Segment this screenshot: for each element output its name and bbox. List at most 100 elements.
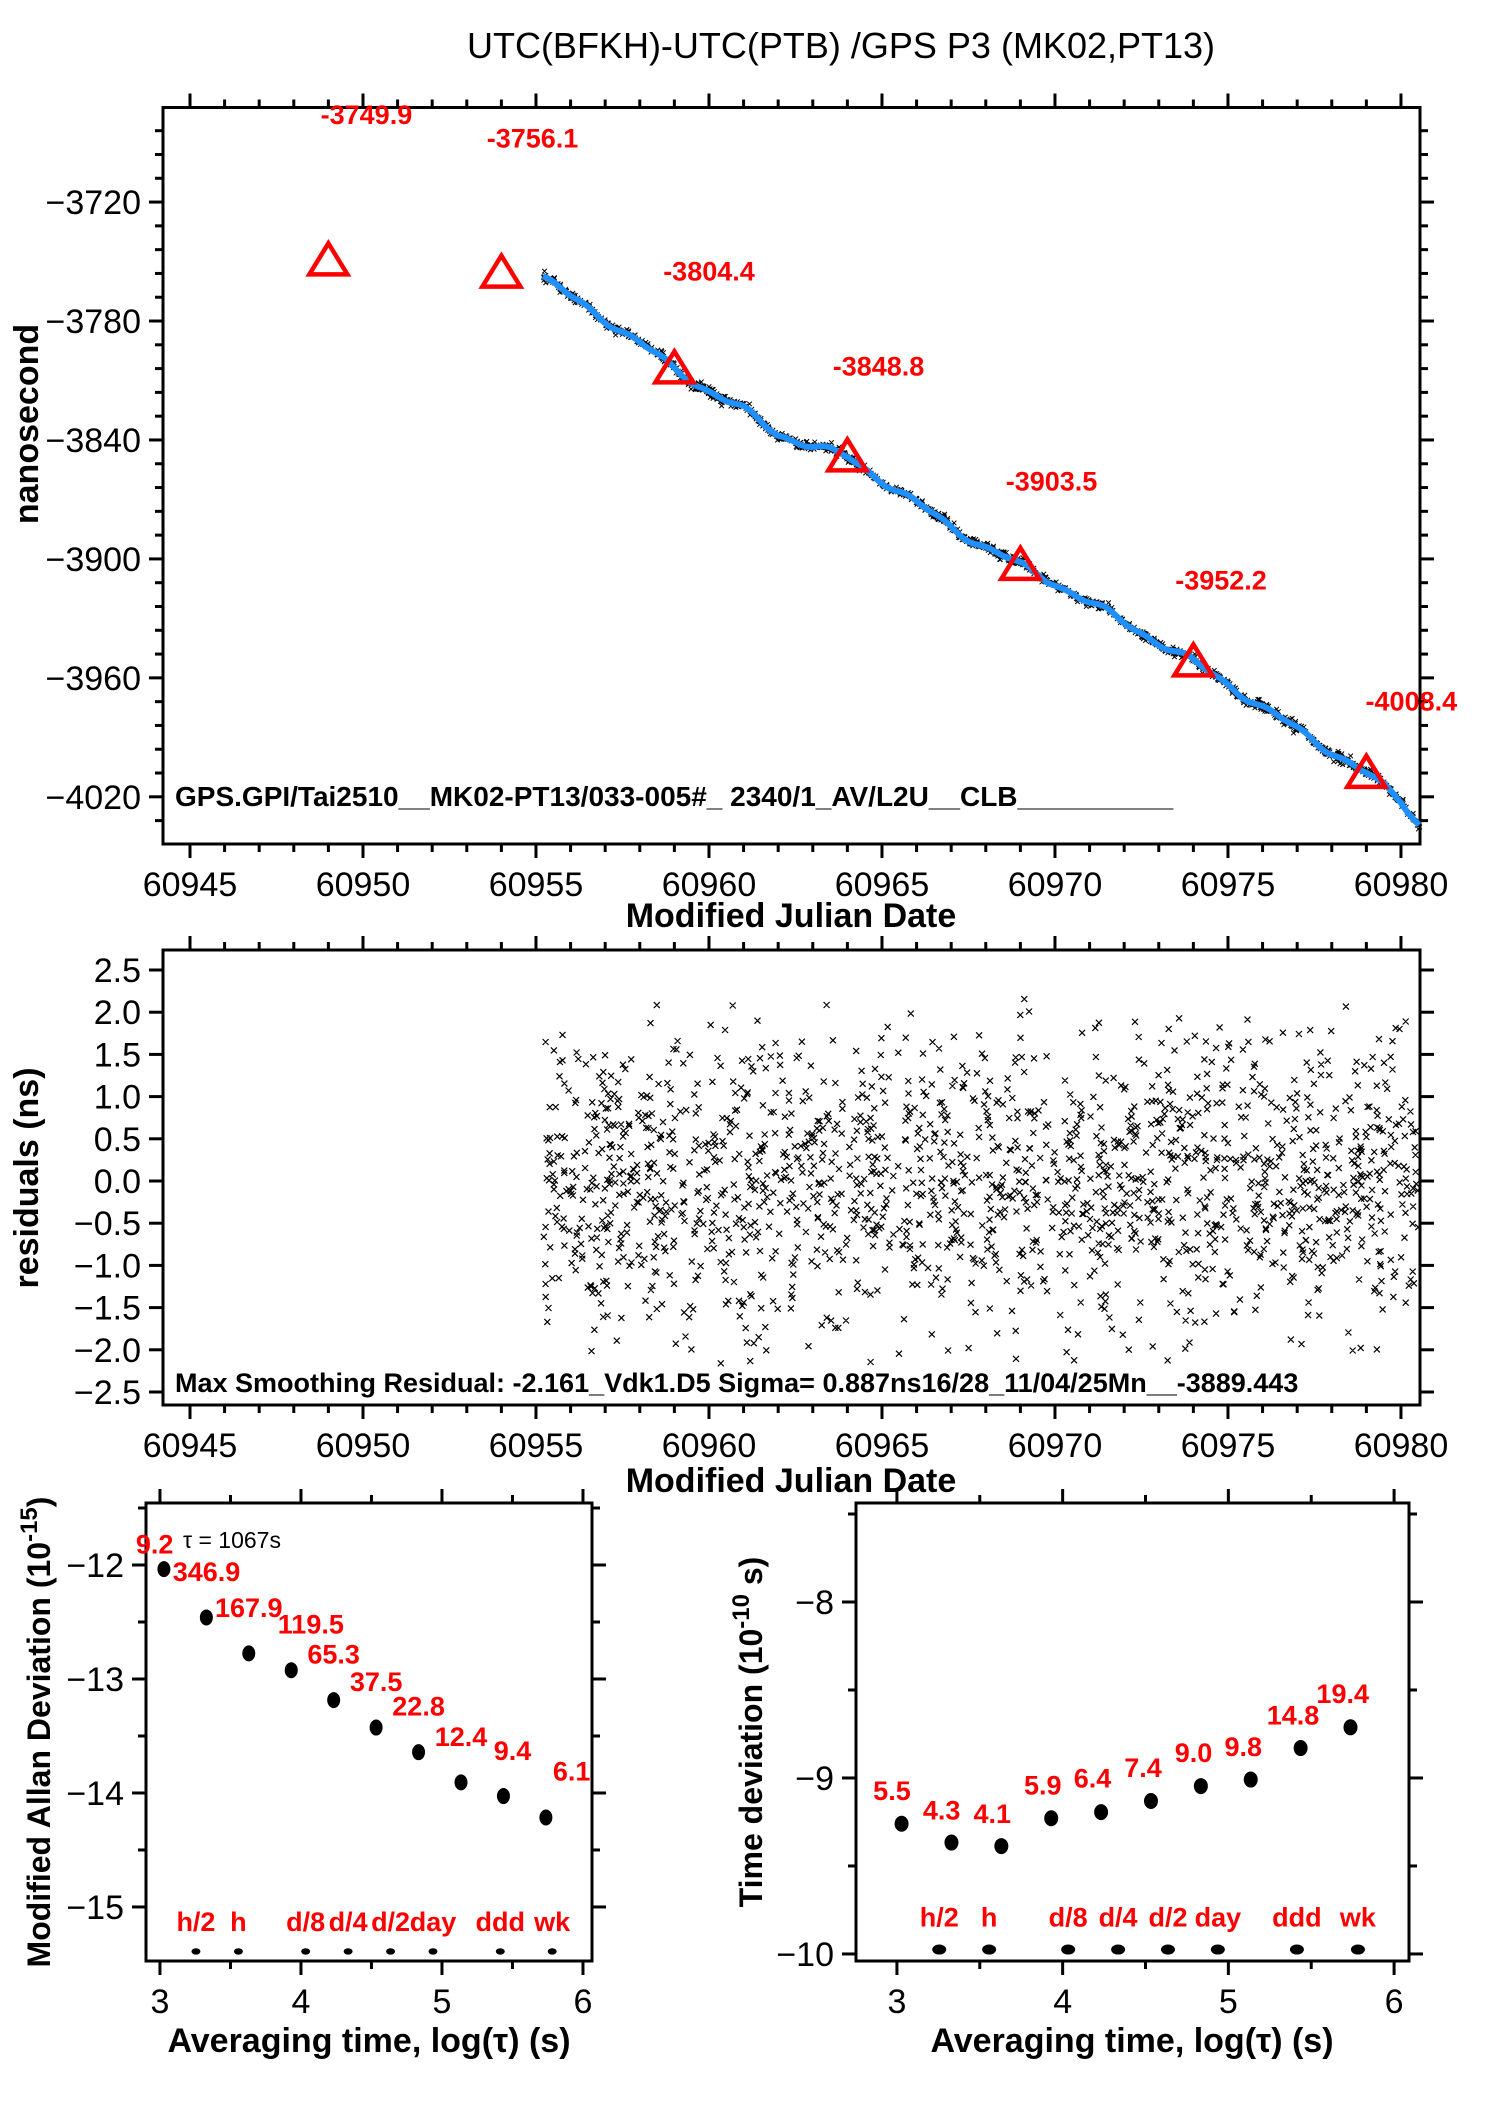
residuals-y-axis-title: residuals (ns) [8, 1067, 46, 1288]
deviation-value-label: 9.4 [494, 1736, 532, 1766]
x-tick-label: 5 [433, 1983, 452, 2021]
mdev-y-axis-title: Modified Allan Deviation (10-15) [16, 1497, 57, 1968]
deviation-value-label: 167.9 [215, 1593, 283, 1623]
daily-value-triangle-marker [305, 239, 352, 277]
reference-tau-dot [1289, 1944, 1304, 1955]
deviation-value-label: 119.5 [278, 1609, 344, 1639]
deviation-data-point [369, 1719, 383, 1736]
x-tick-label: 60975 [1181, 866, 1276, 904]
reference-tau-dot [233, 1948, 243, 1955]
x-tick-label: 4 [1053, 1983, 1072, 2021]
daily-value-triangle-marker [1170, 640, 1217, 678]
x-tick-label: 60975 [1181, 1427, 1276, 1465]
deviation-data-point [539, 1809, 553, 1826]
residuals-scatter [540, 995, 1422, 1367]
y-tick-label: −1.0 [74, 1247, 141, 1285]
deviation-data-point [412, 1744, 426, 1761]
reference-tau-dot [386, 1948, 396, 1955]
deviation-value-label: 37.5 [350, 1667, 403, 1697]
tdev-y-axis-title: Time deviation (10-10 s) [728, 1557, 769, 1908]
deviation-data-point [242, 1645, 256, 1662]
reference-tau-dot [1111, 1944, 1126, 1955]
deviation-data-point [157, 1561, 171, 1578]
reference-tau-dot [932, 1944, 947, 1955]
y-tick-label: −10 [776, 1936, 834, 1974]
daily-value-label: -3749.9 [321, 100, 413, 130]
reference-tau-dot [1160, 1944, 1175, 1955]
reference-tau-dot [1210, 1944, 1225, 1955]
reference-tau-label: d/4 [1099, 1903, 1138, 1933]
reference-tau-label: h/2 [176, 1907, 215, 1937]
reference-tau-dot [495, 1948, 505, 1955]
daily-value-triangle-marker [478, 251, 525, 289]
plot-frame [161, 948, 1422, 1407]
residuals-note: Max Smoothing Residual: -2.161_Vdk1.D5 S… [175, 1368, 1298, 1398]
deviation-data-point [1343, 1719, 1358, 1736]
deviation-value-label: 6.1 [553, 1756, 591, 1786]
y-tick-label: −2.5 [74, 1374, 141, 1412]
figure-title: UTC(BFKH)-UTC(PTB) /GPS P3 (MK02,PT13) [467, 25, 1215, 66]
mdev-panel: 3 4 5 6 −12 −13 −14 −15 h/2 h d/8 d/4 d/2 day ddd wk 9.2… [66, 1489, 606, 2021]
reference-tau-label: wk [1339, 1903, 1377, 1933]
y-tick-label: 1.0 [94, 1079, 141, 1117]
x-tick-label: 60955 [489, 1427, 584, 1465]
x-tick-label: 60965 [835, 866, 930, 904]
x-tick-label: 60970 [1008, 866, 1103, 904]
daily-value-triangle-marker [651, 347, 698, 385]
y-tick-label: −8 [795, 1584, 834, 1622]
reference-tau-label: ddd [476, 1907, 525, 1937]
y-tick-label: −14 [66, 1775, 124, 1813]
deviation-data-point [894, 1815, 909, 1832]
deviation-data-point [1143, 1793, 1158, 1810]
residuals-panel: 60945 60950 60955 60960 60965 60970 60975 60980… [74, 936, 1448, 1465]
reference-tau-label: ddd [1272, 1903, 1321, 1933]
deviation-data-point [496, 1788, 510, 1805]
deviation-data-point [199, 1609, 213, 1626]
reference-tau-dot [343, 1948, 353, 1955]
plot-frame [854, 1501, 1411, 1963]
deviation-value-label: 5.5 [873, 1776, 911, 1806]
daily-value-triangle-marker [824, 435, 871, 473]
deviation-data-point [1293, 1740, 1308, 1757]
daily-value-label: -3756.1 [487, 124, 579, 154]
y-tick-label: −2.0 [74, 1332, 141, 1370]
deviation-value-label: 5.9 [1024, 1771, 1062, 1801]
tdev-x-axis-title: Averaging time, log(τ) (s) [930, 2022, 1333, 2060]
x-tick-label: 60960 [662, 1427, 757, 1465]
x-tick-label: 3 [150, 1983, 169, 2021]
mdev-y-axis-title-post: ) [21, 1497, 57, 1508]
daily-value-label: -3903.5 [1006, 467, 1098, 497]
x-tick-label: 3 [887, 1983, 906, 2021]
x-tick-label: 60945 [143, 1427, 238, 1465]
x-tick-label: 60980 [1354, 866, 1449, 904]
x-tick-label: 60965 [835, 1427, 930, 1465]
reference-tau-dot [547, 1948, 557, 1955]
x-tick-label: 60950 [316, 1427, 411, 1465]
deviation-data-point [1243, 1771, 1258, 1788]
reference-tau-dot [1350, 1944, 1365, 1955]
x-tick-label: 6 [1385, 1983, 1404, 2021]
smoothed-curve [541, 273, 1422, 828]
tdev-panel: 3 4 5 6 −8 −9 −10 h/2 h d/8 d/4 d/2 day ddd wk 5.5 4.3 4.… [776, 1489, 1423, 2021]
reference-tau-dot [428, 1948, 438, 1955]
residuals-x-axis-title: Modified Julian Date [626, 1462, 957, 1500]
deviation-value-label: 22.8 [392, 1691, 445, 1721]
y-tick-label: −1.5 [74, 1290, 141, 1328]
mdev-x-axis-title: Averaging time, log(τ) (s) [167, 2022, 570, 2060]
reference-tau-label: h [230, 1907, 247, 1937]
tdev-y-axis-title-sup: -10 [728, 1594, 755, 1629]
y-tick-label: 0.0 [94, 1163, 141, 1201]
deviation-value-label: 9.2 [136, 1530, 174, 1560]
reference-tau-label: d/8 [1049, 1903, 1088, 1933]
y-tick-label: 2.0 [94, 994, 141, 1032]
timeseries-y-axis-title: nanosecond [8, 324, 46, 524]
reference-tau-label: d/4 [329, 1907, 368, 1937]
deviation-data-point [1044, 1810, 1059, 1827]
plot-frame [161, 106, 1422, 846]
x-tick-label: 60970 [1008, 1427, 1103, 1465]
deviation-data-point [327, 1692, 341, 1709]
reference-tau-dot [1061, 1944, 1076, 1955]
y-tick-label: −4020 [46, 779, 142, 817]
tdev-y-axis-title-post: s) [733, 1557, 769, 1594]
